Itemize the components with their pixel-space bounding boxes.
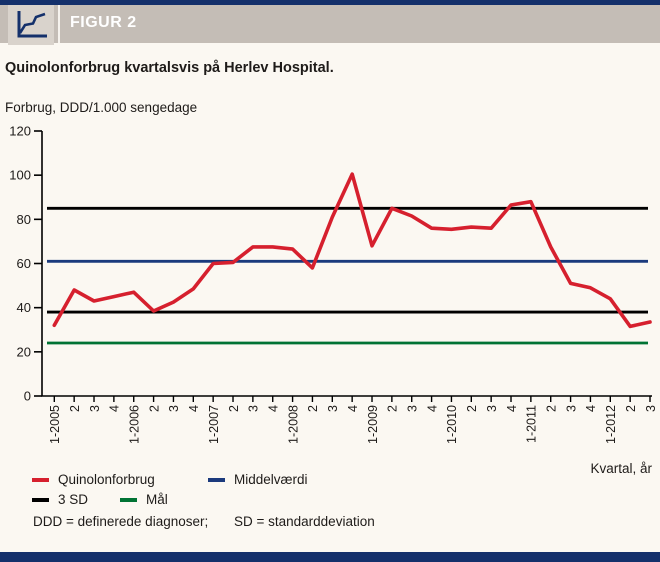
x-tick-label: 1-2007	[207, 405, 221, 444]
black-line-swatch	[32, 498, 49, 502]
x-tick-label: 1-2012	[604, 405, 618, 444]
x-tick-label: 4	[267, 405, 281, 412]
top-navy-strip	[0, 0, 660, 5]
x-tick-label: 4	[425, 405, 439, 412]
x-tick-label: 4	[187, 405, 201, 412]
line-chart-icon	[8, 5, 54, 45]
x-tick-label: 3	[326, 405, 340, 412]
header-separator	[58, 5, 60, 43]
y-tick-label: 0	[24, 389, 31, 404]
x-tick-label: 3	[88, 405, 102, 412]
x-tick-label: 3	[644, 405, 658, 412]
x-tick-label: 3	[167, 405, 181, 412]
x-tick-label: 2	[227, 405, 241, 412]
y-tick-label: 60	[17, 256, 31, 271]
x-tick-label: 1-2005	[48, 405, 62, 444]
x-tick-label: 4	[584, 405, 598, 412]
x-tick-label: 2	[386, 405, 400, 412]
footnote: DDD = definerede diagnoser; SD = standar…	[33, 514, 375, 529]
x-tick-label: 2	[68, 405, 82, 412]
y-tick-label: 120	[9, 124, 31, 139]
quinolone-series-line	[52, 172, 652, 329]
green-line-swatch	[120, 498, 137, 502]
y-tick-label: 40	[17, 300, 31, 315]
x-axis-title: Kvartal, år	[590, 461, 652, 476]
x-tick-label: 1-2010	[445, 405, 459, 444]
figure-label: FIGUR 2	[70, 14, 137, 31]
x-tick-label: 1-2009	[366, 405, 380, 444]
x-tick-label: 2	[306, 405, 320, 412]
footnote-ddd: DDD = definerede diagnoser;	[33, 514, 209, 529]
x-tick-label: 1-2006	[128, 405, 142, 444]
legend-label: Quinolonforbrug	[58, 472, 155, 487]
bottom-navy-bar	[0, 552, 660, 562]
x-tick-label: 1-2008	[286, 405, 300, 444]
x-tick-label: 3	[485, 405, 499, 412]
footnote-sd: SD = standarddeviation	[234, 514, 375, 529]
line-chart-icon-svg	[17, 11, 47, 38]
x-tick-label: 2	[545, 405, 559, 412]
figure-header-bar: FIGUR 2	[0, 5, 660, 45]
x-tick-label: 2	[624, 405, 638, 412]
x-tick-label: 2	[147, 405, 161, 412]
blue-line-swatch	[208, 478, 225, 482]
x-tick-label: 4	[505, 405, 519, 412]
x-tick-label: 4	[108, 405, 122, 412]
legend-label: 3 SD	[58, 492, 89, 507]
y-tick-label: 20	[17, 344, 31, 359]
legend-label: Mål	[146, 492, 168, 507]
x-tick-label: 4	[346, 405, 360, 412]
x-tick-label: 1-2011	[525, 405, 539, 443]
y-tick-label: 80	[17, 212, 31, 227]
y-tick-label: 100	[9, 168, 31, 183]
x-tick-label: 3	[564, 405, 578, 412]
red-line-swatch	[32, 478, 49, 482]
x-tick-label: 3	[406, 405, 420, 412]
x-tick-label: 3	[247, 405, 261, 412]
chart-title: Quinolonforbrug kvartalsvis på Herlev Ho…	[5, 60, 334, 76]
x-tick-label: 2	[465, 405, 479, 412]
y-axis-unit-label: Forbrug, DDD/1.000 sengedage	[5, 100, 198, 115]
legend-label: Middelværdi	[234, 472, 308, 487]
